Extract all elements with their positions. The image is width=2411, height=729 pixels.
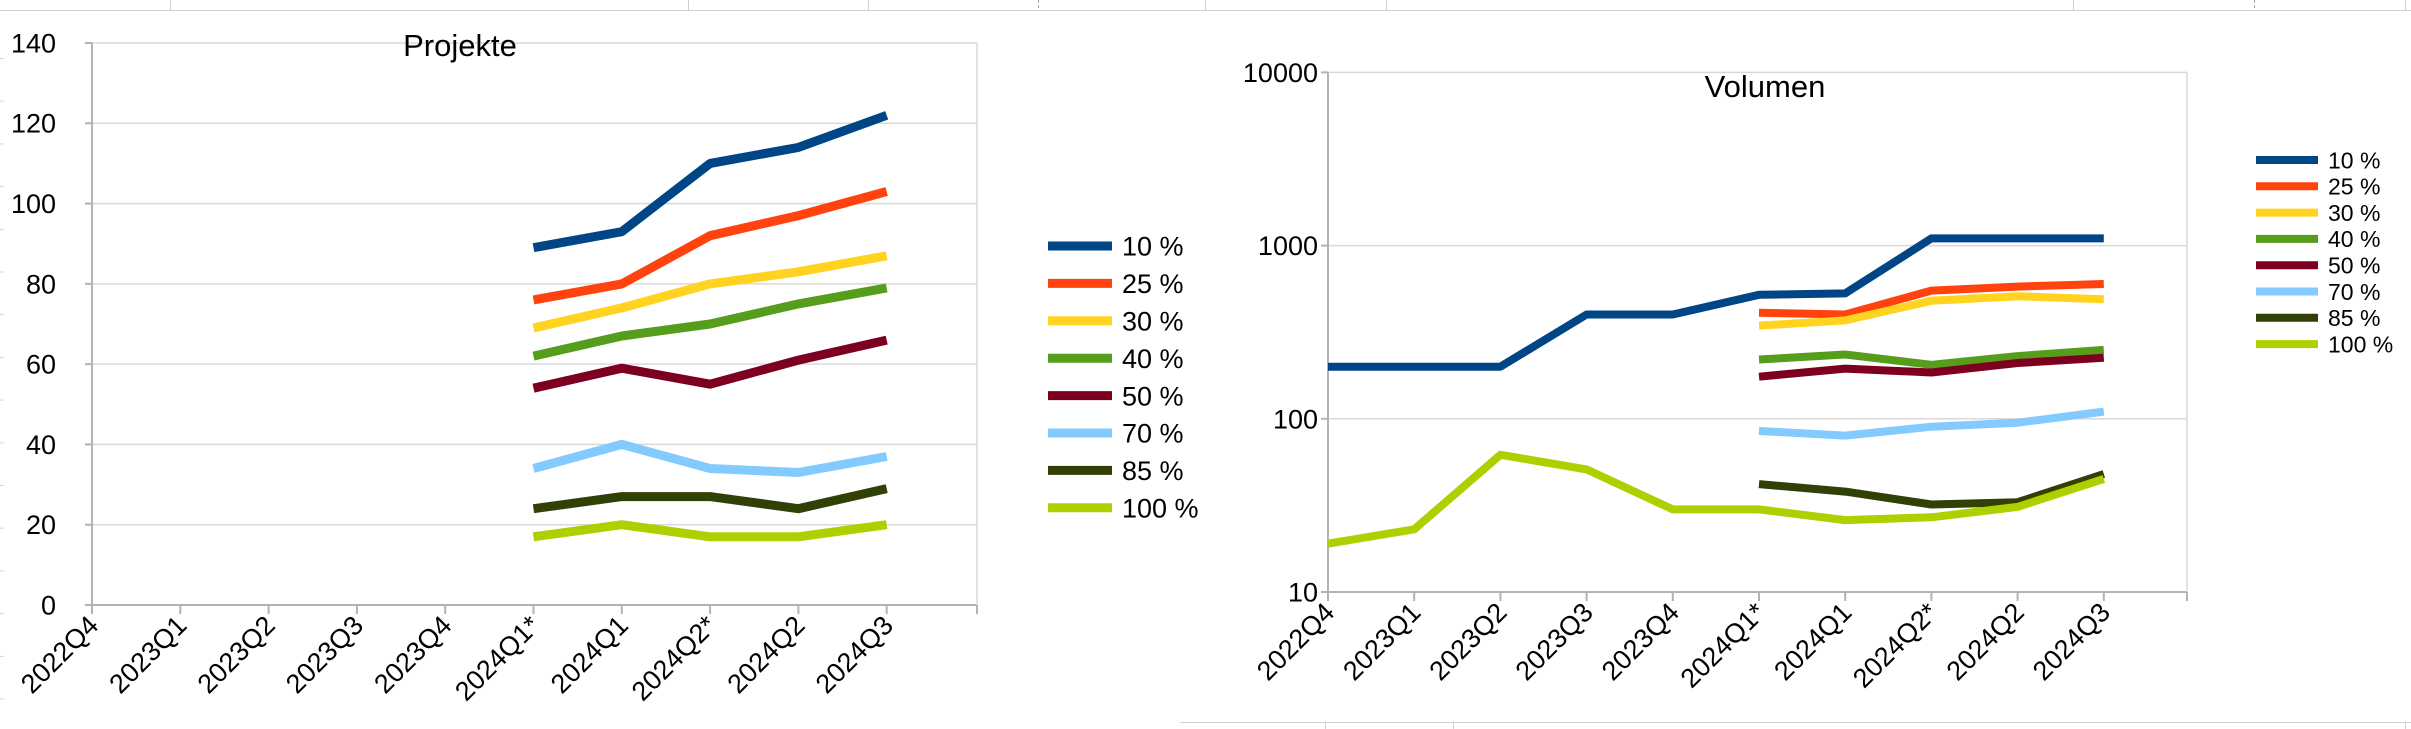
y-tick-label: 60 [26,350,56,380]
x-tick-label: 2024Q2 [1941,597,2030,686]
x-tick-label: 2023Q2 [192,610,281,699]
legend-item[interactable]: 100 % [1048,494,1199,524]
x-tick-label: 2024Q1 [545,610,634,699]
series-line-30%[interactable] [532,251,888,333]
legend-label: 50 % [2328,252,2380,278]
series-line-70%[interactable] [532,439,888,477]
legend-label: 10 % [2328,147,2380,173]
legend-item[interactable]: 85 % [1048,456,1184,486]
legend: 10 %25 %30 %40 %50 %70 %85 %100 % [2256,147,2393,357]
x-tick-label: 2024Q1 [1768,597,1857,686]
y-tick-label: 20 [26,510,56,540]
x-tick-label: 2022Q4 [1251,597,1340,686]
x-tick-label: 2023Q4 [1596,597,1685,686]
legend-item[interactable]: 10 % [2256,147,2380,173]
y-tick-label: 10000 [1243,58,1318,88]
legend-label: 25 % [1122,269,1184,299]
x-tick-label: 2024Q1* [1675,597,1772,694]
series-line-40%[interactable] [532,283,888,361]
legend-label: 85 % [1122,456,1184,486]
x-tick-label: 2022Q4 [15,610,104,699]
legend-label: 30 % [2328,200,2380,226]
x-tick-label: 2024Q2 [721,610,810,699]
chart-title: Volumen [1705,69,1826,104]
x-tick-label: 2023Q2 [1423,597,1512,686]
y-tick-label: 1000 [1258,231,1318,261]
y-tick-label: 0 [41,590,56,620]
y-tick-label: 140 [11,28,56,58]
legend-item[interactable]: 40 % [1048,344,1184,374]
legend-label: 40 % [1122,344,1184,374]
x-tick-label: 2024Q2* [1847,597,1944,694]
legend-label: 100 % [1122,494,1199,524]
legend-item[interactable]: 70 % [2256,279,2380,305]
legend-label: 50 % [1122,381,1184,411]
x-tick-label: 2023Q1 [1337,597,1426,686]
legend-item[interactable]: 50 % [2256,252,2380,278]
series-line-50%[interactable] [532,335,888,393]
legend-label: 10 % [1122,232,1184,262]
x-tick-label: 2023Q3 [1510,597,1599,686]
legend: 10 % 25 % 30 % 40 % 50 % 70 % 85 % 100 % [1048,232,1199,524]
x-tick-label: 2023Q1 [103,610,192,699]
x-tick-label: 2023Q4 [368,610,457,699]
series-line-85%[interactable] [1758,470,2106,509]
series-line-30%[interactable] [1758,292,2104,330]
legend-item[interactable]: 50 % [1048,381,1184,411]
series-line-100%[interactable] [1327,450,2106,548]
chart-title: Projekte [403,28,517,63]
series-line-10%[interactable] [1328,234,2104,371]
series-line-100%[interactable] [532,520,888,542]
series-line-40%[interactable] [1758,345,2105,369]
legend-item[interactable]: 85 % [2256,305,2380,331]
x-tick-label: 2024Q2* [626,610,723,707]
y-tick-label: 80 [26,269,56,299]
x-tick-label: 2024Q3 [810,610,899,699]
legend-label: 70 % [2328,279,2380,305]
legend-item[interactable]: 30 % [2256,200,2380,226]
x-tick-label: 2024Q3 [2027,597,2116,686]
series-line-25%[interactable] [1758,280,2104,319]
legend-label: 100 % [2328,331,2393,357]
y-tick-label: 100 [1273,404,1318,434]
legend-item[interactable]: 40 % [2256,226,2380,252]
y-tick-label: 10 [1288,577,1318,607]
y-tick-label: 40 [26,430,56,460]
legend-label: 85 % [2328,305,2380,331]
legend-label: 70 % [1122,419,1184,449]
legend-item[interactable]: 25 % [1048,269,1184,299]
legend-item[interactable]: 70 % [1048,419,1184,449]
x-tick-label: 2024Q1* [449,610,546,707]
y-tick-label: 100 [11,189,56,219]
legend-label: 40 % [2328,226,2380,252]
legend-item[interactable]: 10 % [1048,232,1184,262]
series-line-70%[interactable] [1758,407,2105,440]
chart-volumen[interactable]: 101001000100002022Q42023Q12023Q22023Q320… [1243,58,2393,694]
series-line-50%[interactable] [1758,353,2105,381]
series-line-10%[interactable] [532,111,889,253]
legend-item[interactable]: 25 % [2256,174,2380,200]
legend-item[interactable]: 100 % [2256,331,2393,357]
y-tick-label: 120 [11,109,56,139]
legend-label: 30 % [1122,307,1184,337]
series-line-85%[interactable] [532,484,888,514]
series-line-25%[interactable] [532,187,888,305]
legend-item[interactable]: 30 % [1048,307,1184,337]
legend-label: 25 % [2328,174,2380,200]
x-tick-label: 2023Q3 [280,610,369,699]
